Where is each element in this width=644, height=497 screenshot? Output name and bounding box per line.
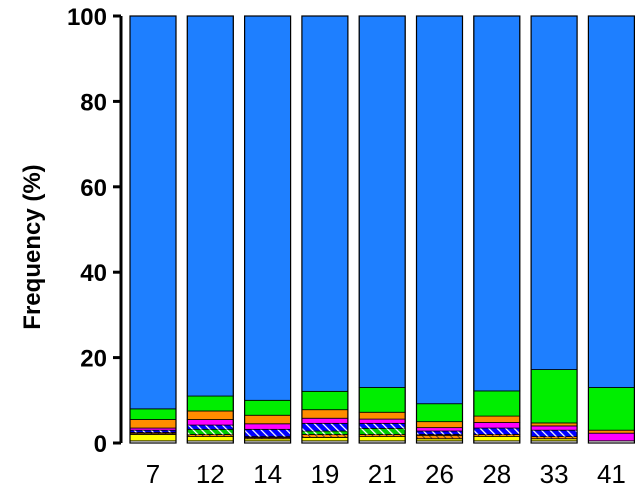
bar-segment [186,410,234,420]
bar-segment-hatch [301,431,348,435]
bar-outline [301,15,349,444]
y-tick-label: 100 [67,4,107,31]
bar-segment [588,387,635,431]
bar-segment-hatch [359,428,406,435]
bar-segment [129,15,177,410]
bar-segment-hatch [187,429,234,435]
bar-segment-hatch [130,433,176,435]
x-category-label: 28 [482,459,511,489]
x-category-label: 33 [540,459,569,489]
bar-41 [587,15,636,444]
bar-segment [416,427,463,432]
bars-layer [129,15,636,444]
bar-segment-hatch [187,425,234,430]
bar-segment [416,15,463,405]
bar-segment-hatch [301,434,348,438]
bar-outline [530,15,578,444]
bar-segment [129,434,177,442]
bar-outline [186,15,234,444]
x-category-label: 41 [597,459,626,489]
bar-segment [129,408,177,420]
bar-outline [358,15,406,444]
y-tick-label: 40 [80,260,107,287]
bar-outline [129,15,177,444]
bar-segment [588,432,635,442]
y-tick-label: 20 [80,346,107,373]
x-category-label: 14 [253,459,282,489]
bar-segment [244,15,292,401]
bar-segment [588,15,635,388]
bar-segment-hatch [187,434,234,437]
bar-segment [244,399,292,416]
bar-outline [244,15,292,444]
bar-segment-hatch [473,428,520,435]
bar-outline [473,15,521,444]
bar-segment-hatch [531,430,578,437]
bar-segment [358,436,406,442]
x-category-labels: 7 12 14 19 21 26 28 33 41 [146,459,626,489]
bar-12 [186,15,234,444]
bar-segment [530,15,578,370]
bar-segment-hatch [301,423,348,432]
y-tick-labels: 0 20 40 60 80 100 [67,4,107,458]
bar-33 [530,15,578,444]
bar-segment-hatch [531,436,578,439]
bar-segment-hatch [473,434,520,437]
bar-segment [530,425,578,431]
y-axis-title: Frequency (%) [19,164,46,329]
x-category-label: 12 [196,459,225,489]
bar-segment-hatch [416,435,463,439]
bar-segment [301,15,349,392]
bar-segment [416,403,463,423]
bar-segment [186,15,234,397]
y-axis [113,14,123,445]
bar-segment [416,421,463,429]
bar-21 [358,15,406,444]
bar-segment [358,411,406,420]
bar-segment [530,369,578,424]
bar-segment [530,422,578,427]
bar-segment-hatch [359,423,406,429]
bar-segment [301,417,349,424]
bar-segment [473,436,521,442]
y-tick-label: 80 [80,89,107,116]
bar-segment [358,387,406,413]
bar-segment [244,414,292,425]
bar-segment-hatch [416,431,463,435]
bar-7 [129,15,177,444]
bar-segment [186,436,234,442]
bar-segment [358,15,406,388]
bar-28 [473,15,521,444]
bar-segment-hatch [359,434,406,437]
bar-19 [301,15,349,444]
bar-26 [415,15,464,444]
bar-segment [244,423,292,430]
x-category-label: 21 [368,459,397,489]
bar-segment-hatch [244,429,291,437]
x-category-label: 19 [310,459,339,489]
bar-segment [473,390,521,417]
bar-segment [186,419,234,426]
bar-outline [415,15,464,444]
bar-segment [129,419,177,429]
bar-14 [244,15,292,444]
bar-segment-hatch [130,430,176,433]
bar-segment [588,429,635,434]
bar-segment [473,15,521,392]
bar-segment [358,418,406,424]
x-category-label: 7 [146,459,160,489]
bar-segment [186,395,234,412]
bar-segment [301,409,349,419]
y-tick-label: 60 [80,175,107,202]
bar-segment-hatch [244,437,291,439]
bar-outline [587,15,636,444]
bar-segment [473,415,521,423]
bar-segment [301,437,349,442]
bar-segment [473,422,521,429]
x-category-label: 26 [425,459,454,489]
y-tick-label: 0 [94,431,107,458]
bar-segment [301,390,349,411]
